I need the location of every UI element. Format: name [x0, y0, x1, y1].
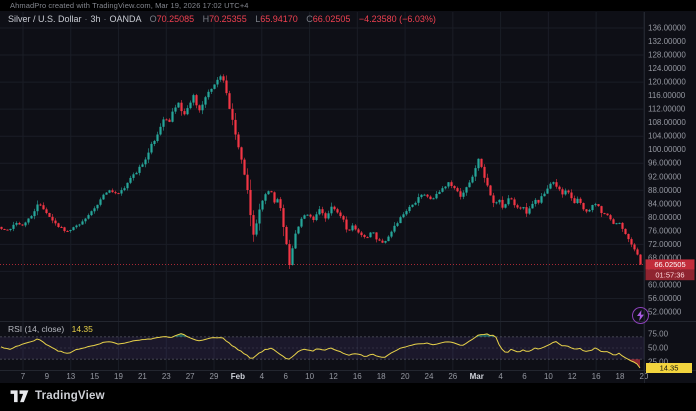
rsi-current-value: 14.35 — [71, 324, 93, 334]
current-price-badge — [645, 259, 695, 270]
time-tick-label: 4 — [260, 372, 265, 381]
time-tick-label: 19 — [114, 372, 123, 381]
attribution-bar: AhmadPro created with TradingView.com, M… — [10, 1, 249, 11]
time-tick-label: 24 — [425, 372, 434, 381]
time-tick-label: 12 — [329, 372, 338, 381]
time-tick-label: 27 — [186, 372, 195, 381]
time-tick-label: 29 — [210, 372, 219, 381]
price-tick-label: 100.00000 — [648, 145, 686, 154]
time-tick-label: 23 — [162, 372, 171, 381]
price-tick-label: 136.00000 — [648, 24, 686, 33]
time-tick-label: 20 — [401, 372, 410, 381]
rsi-band — [0, 336, 644, 360]
time-tick-label: 26 — [448, 372, 457, 381]
legend-separator: · — [103, 14, 107, 24]
rsi-value-badge-text: 14.35 — [660, 363, 679, 372]
time-tick-label: 7 — [21, 372, 26, 381]
time-tick-label: 21 — [138, 372, 147, 381]
high-value: 70.25355 — [209, 14, 247, 24]
rsi-line-group — [0, 333, 641, 369]
price-tick-label: 120.00000 — [648, 78, 686, 87]
rsi-name[interactable]: RSI — [8, 324, 23, 334]
time-tick-label: 9 — [45, 372, 50, 381]
time-tick-label: 10 — [544, 372, 553, 381]
candles — [0, 74, 642, 269]
time-tick-label: 18 — [616, 372, 625, 381]
rsi-tick-label: 50.00 — [648, 344, 669, 353]
rsi-tick-label: 25.00 — [648, 358, 669, 367]
price-tick-label: 96.00000 — [648, 159, 682, 168]
axis-labels[interactable]: 136.00000 132.00000 128.00000 124.00000 120.… — [21, 24, 687, 382]
open-value: 70.25085 — [156, 14, 195, 24]
price-tick-label: 104.00000 — [648, 132, 686, 141]
symbol-legend[interactable]: Silver / U.S. Dollar · 3h · OANDA O70.25085 … — [8, 14, 436, 24]
price-tick-label: 52.00000 — [648, 308, 682, 317]
price-tick-label: 128.00000 — [648, 51, 686, 60]
tradingview-logo-icon — [10, 390, 29, 403]
tradingview-logo-text: TradingView — [35, 390, 105, 402]
price-tick-label: 132.00000 — [648, 37, 686, 46]
time-tick-label: 18 — [377, 372, 386, 381]
rsi-tick-label: 75.00 — [648, 330, 669, 339]
exchange-label: OANDA — [109, 14, 142, 24]
time-tick-label: 15 — [90, 372, 99, 381]
rsi-params: (14, close) — [24, 324, 65, 334]
boost-icon[interactable] — [632, 307, 649, 324]
countdown-badge — [645, 269, 695, 281]
time-tick-label: Mar — [470, 372, 484, 381]
price-tick-label: 108.00000 — [648, 118, 686, 127]
price-tick-label: 72.00000 — [648, 240, 682, 249]
open-letter: O — [149, 14, 157, 24]
interval-label[interactable]: 3h — [90, 14, 101, 24]
price-tick-label: 56.00000 — [648, 294, 682, 303]
price-tick-label: 68.00000 — [648, 253, 682, 262]
time-tick-label: 13 — [66, 372, 75, 381]
price-tick-label: 112.00000 — [648, 105, 686, 114]
attribution-text: AhmadPro created with TradingView.com, M… — [10, 1, 249, 10]
price-tick-label: 76.00000 — [648, 226, 682, 235]
low-value: 65.94170 — [260, 14, 298, 24]
price-tick-label: 84.00000 — [648, 199, 682, 208]
price-tick-label: 116.00000 — [648, 91, 686, 100]
price-tick-label: 88.00000 — [648, 186, 682, 195]
low-letter: L — [255, 14, 261, 24]
countdown-badge-value: 01:57:36 — [655, 270, 684, 279]
rsi-line — [0, 333, 641, 369]
lightning-bolt-icon — [637, 310, 644, 321]
price-tick-label: 124.00000 — [648, 64, 686, 73]
time-tick-label: Feb — [231, 372, 245, 381]
grid-lines — [0, 12, 645, 370]
change-value: −4.23580 (−6.03%) — [358, 14, 436, 24]
time-tick-label: 6 — [283, 372, 288, 381]
price-tick-label: 80.00000 — [648, 213, 682, 222]
time-tick-label: 4 — [498, 372, 503, 381]
close-letter: C — [306, 14, 313, 24]
footer-bar: TradingView — [0, 383, 696, 411]
time-tick-label: 16 — [592, 372, 601, 381]
price-tick-label: 60.00000 — [648, 281, 682, 290]
time-tick-label: 10 — [305, 372, 314, 381]
tradingview-logo[interactable]: TradingView — [10, 388, 105, 404]
legend-separator: · — [84, 14, 88, 24]
rsi-legend[interactable]: RSI (14, close) 14.35 — [8, 324, 93, 334]
time-tick-label: 16 — [353, 372, 362, 381]
current-price-badge-value: 66.02505 — [654, 260, 685, 269]
close-value: 66.02505 — [312, 14, 351, 24]
price-tick-label: 92.00000 — [648, 172, 682, 181]
time-tick-label: 6 — [522, 372, 527, 381]
time-tick-label: 12 — [568, 372, 577, 381]
rsi-value-badge — [646, 363, 692, 373]
high-letter: H — [202, 14, 210, 24]
symbol-title[interactable]: Silver / U.S. Dollar — [8, 14, 82, 24]
